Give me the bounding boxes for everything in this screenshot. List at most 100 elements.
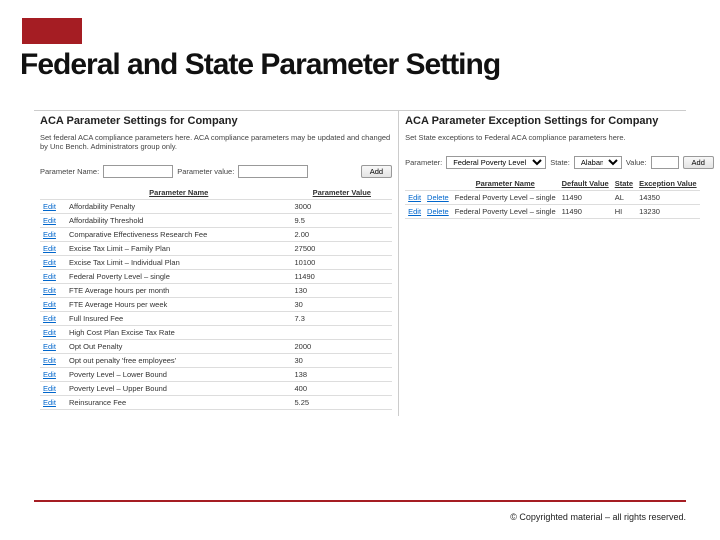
- state-add-button[interactable]: Add: [683, 156, 714, 169]
- param-name-cell: Federal Poverty Level – single: [66, 270, 291, 284]
- footer-copyright: © Copyrighted material – all rights rese…: [510, 512, 686, 522]
- param-name-cell: Opt Out Penalty: [66, 340, 291, 354]
- delete-link[interactable]: Delete: [424, 205, 452, 219]
- edit-link[interactable]: Edit: [40, 200, 66, 214]
- param-value-cell: 138: [291, 368, 392, 382]
- edit-link[interactable]: Edit: [40, 214, 66, 228]
- param-value-cell: 130: [291, 284, 392, 298]
- state-panel: ACA Parameter Exception Settings for Com…: [399, 111, 686, 416]
- state-col-default: Default Value: [559, 177, 612, 191]
- footer-divider: [34, 500, 686, 502]
- state-value-label: Value:: [626, 158, 647, 167]
- state-value-input[interactable]: [651, 156, 679, 169]
- federal-add-button[interactable]: Add: [361, 165, 392, 178]
- exception-value-cell: 14350: [636, 191, 700, 205]
- param-name-cell: Poverty Level – Lower Bound: [66, 368, 291, 382]
- param-name-cell: Poverty Level – Upper Bound: [66, 382, 291, 396]
- param-value-cell: 2000: [291, 340, 392, 354]
- table-row: EditDeleteFederal Poverty Level – single…: [405, 205, 700, 219]
- exception-state-cell: AL: [612, 191, 636, 205]
- panels-container: ACA Parameter Settings for Company Set f…: [34, 110, 686, 416]
- edit-link[interactable]: Edit: [40, 326, 66, 340]
- exception-name-cell: Federal Poverty Level – single: [452, 191, 559, 205]
- param-name-cell: Opt out penalty 'free employees': [66, 354, 291, 368]
- table-row: EditComparative Effectiveness Research F…: [40, 228, 392, 242]
- federal-col-value: Parameter Value: [291, 186, 392, 200]
- federal-form-row: Parameter Name: Parameter value: Add: [40, 165, 392, 178]
- table-row: EditAffordability Threshold9.5: [40, 214, 392, 228]
- edit-link[interactable]: Edit: [405, 191, 424, 205]
- param-value-cell: 400: [291, 382, 392, 396]
- state-col-state: State: [612, 177, 636, 191]
- table-row: EditOpt out penalty 'free employees'30: [40, 354, 392, 368]
- edit-link[interactable]: Edit: [40, 228, 66, 242]
- table-row: EditExcise Tax Limit – Individual Plan10…: [40, 256, 392, 270]
- federal-param-value-input[interactable]: [238, 165, 308, 178]
- edit-link[interactable]: Edit: [40, 242, 66, 256]
- param-name-cell: Comparative Effectiveness Research Fee: [66, 228, 291, 242]
- param-value-cell: 5.25: [291, 396, 392, 410]
- table-row: EditFull Insured Fee7.3: [40, 312, 392, 326]
- param-value-cell: 9.5: [291, 214, 392, 228]
- state-panel-description: Set State exceptions to Federal ACA comp…: [405, 133, 680, 142]
- exception-name-cell: Federal Poverty Level – single: [452, 205, 559, 219]
- state-panel-title: ACA Parameter Exception Settings for Com…: [405, 115, 680, 127]
- state-col-name: Parameter Name: [452, 177, 559, 191]
- edit-link[interactable]: Edit: [40, 340, 66, 354]
- federal-param-name-input[interactable]: [103, 165, 173, 178]
- param-name-cell: Full Insured Fee: [66, 312, 291, 326]
- table-row: EditFederal Poverty Level – single11490: [40, 270, 392, 284]
- param-name-cell: Affordability Threshold: [66, 214, 291, 228]
- table-row: EditOpt Out Penalty2000: [40, 340, 392, 354]
- edit-link[interactable]: Edit: [40, 382, 66, 396]
- federal-panel-description: Set federal ACA compliance parameters he…: [40, 133, 392, 151]
- param-name-cell: Excise Tax Limit – Family Plan: [66, 242, 291, 256]
- state-param-select[interactable]: Federal Poverty Level – single: [446, 156, 546, 169]
- state-col-blank1: [405, 177, 424, 191]
- state-col-exception: Exception Value: [636, 177, 700, 191]
- param-value-cell: 7.3: [291, 312, 392, 326]
- param-name-cell: Affordability Penalty: [66, 200, 291, 214]
- edit-link[interactable]: Edit: [405, 205, 424, 219]
- state-state-select[interactable]: Alabama: [574, 156, 622, 169]
- param-name-cell: High Cost Plan Excise Tax Rate: [66, 326, 291, 340]
- edit-link[interactable]: Edit: [40, 354, 66, 368]
- exception-value-cell: 13230: [636, 205, 700, 219]
- param-value-cell: 30: [291, 298, 392, 312]
- table-row: EditFTE Average Hours per week30: [40, 298, 392, 312]
- state-form-row: Parameter: Federal Poverty Level – singl…: [405, 156, 680, 169]
- exception-default-cell: 11490: [559, 205, 612, 219]
- param-value-cell: 3000: [291, 200, 392, 214]
- federal-param-value-label: Parameter value:: [177, 167, 234, 176]
- federal-col-blank: [40, 186, 66, 200]
- table-row: EditDeleteFederal Poverty Level – single…: [405, 191, 700, 205]
- table-row: EditFTE Average hours per month130: [40, 284, 392, 298]
- federal-panel: ACA Parameter Settings for Company Set f…: [34, 111, 399, 416]
- param-value-cell: 27500: [291, 242, 392, 256]
- state-param-label: Parameter:: [405, 158, 442, 167]
- edit-link[interactable]: Edit: [40, 284, 66, 298]
- param-value-cell: 11490: [291, 270, 392, 284]
- edit-link[interactable]: Edit: [40, 298, 66, 312]
- param-name-cell: Reinsurance Fee: [66, 396, 291, 410]
- param-name-cell: FTE Average hours per month: [66, 284, 291, 298]
- edit-link[interactable]: Edit: [40, 396, 66, 410]
- delete-link[interactable]: Delete: [424, 191, 452, 205]
- table-row: EditAffordability Penalty3000: [40, 200, 392, 214]
- param-name-cell: Excise Tax Limit – Individual Plan: [66, 256, 291, 270]
- param-value-cell: 2.00: [291, 228, 392, 242]
- edit-link[interactable]: Edit: [40, 368, 66, 382]
- page-title: Federal and State Parameter Setting: [20, 48, 500, 82]
- exception-default-cell: 11490: [559, 191, 612, 205]
- edit-link[interactable]: Edit: [40, 256, 66, 270]
- table-row: EditReinsurance Fee5.25: [40, 396, 392, 410]
- edit-link[interactable]: Edit: [40, 270, 66, 284]
- state-exceptions-table: Parameter Name Default Value State Excep…: [405, 177, 700, 219]
- state-col-blank2: [424, 177, 452, 191]
- table-row: EditPoverty Level – Upper Bound400: [40, 382, 392, 396]
- edit-link[interactable]: Edit: [40, 312, 66, 326]
- federal-panel-title: ACA Parameter Settings for Company: [40, 115, 392, 127]
- table-row: EditExcise Tax Limit – Family Plan27500: [40, 242, 392, 256]
- federal-col-name: Parameter Name: [66, 186, 291, 200]
- federal-params-table: Parameter Name Parameter Value EditAffor…: [40, 186, 392, 410]
